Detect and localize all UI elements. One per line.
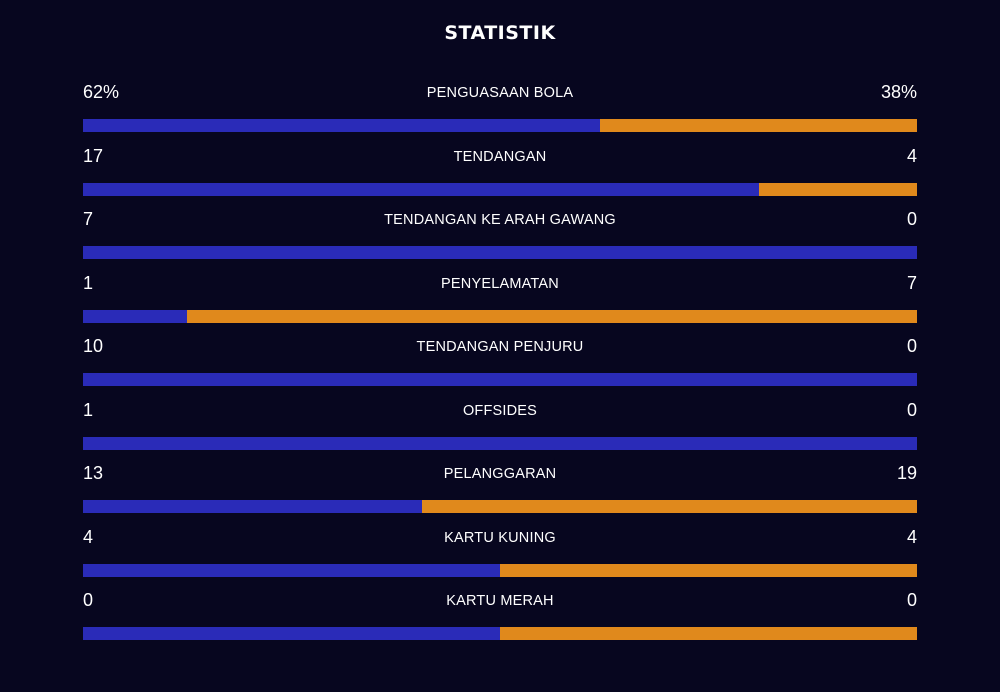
comparison-bar xyxy=(83,563,917,577)
stat-label: PENYELAMATAN xyxy=(441,275,559,292)
away-value: 4 xyxy=(906,526,917,547)
home-bar-fill xyxy=(83,246,917,259)
statistics-list: 62% PENGUASAAN BOLA 38% 17 TENDANGAN 4 7… xyxy=(83,80,917,652)
stat-label: KARTU MERAH xyxy=(446,593,554,609)
stat-row-yellow-cards: 4 KARTU KUNING 4 xyxy=(83,525,917,589)
stat-label: OFFSIDES xyxy=(462,402,538,419)
comparison-bar xyxy=(83,309,917,323)
away-value: 38% xyxy=(880,82,917,102)
comparison-bar xyxy=(83,627,917,640)
stat-row-fouls: 13 PELANGGARAN 19 xyxy=(83,461,917,525)
away-value: 0 xyxy=(906,590,917,610)
home-value: 17 xyxy=(83,145,104,166)
comparison-bar xyxy=(83,119,917,132)
home-bar-fill xyxy=(83,436,917,450)
stat-label: KARTU KUNING xyxy=(444,529,556,546)
stat-row-possession: 62% PENGUASAAN BOLA 38% xyxy=(83,80,917,144)
comparison-bar xyxy=(83,373,917,386)
statistics-title: STATISTIK xyxy=(444,22,556,44)
away-bar-fill xyxy=(187,309,917,323)
away-value: 0 xyxy=(906,209,917,229)
home-bar-fill xyxy=(83,182,759,196)
comparison-bar xyxy=(83,182,917,196)
stat-row-red-cards: 0 KARTU MERAH 0 xyxy=(83,588,917,652)
stat-row-offsides: 1 OFFSIDES 0 xyxy=(83,398,917,462)
stat-label: PENGUASAAN BOLA xyxy=(426,85,574,101)
away-value: 19 xyxy=(896,463,917,483)
away-value: 0 xyxy=(906,399,917,420)
away-bar-fill xyxy=(500,627,917,640)
home-value: 0 xyxy=(83,590,94,610)
home-value: 1 xyxy=(83,272,94,293)
stat-row-shots-on-target: 7 TENDANGAN KE ARAH GAWANG 0 xyxy=(83,207,917,271)
away-bar-fill xyxy=(758,182,917,196)
home-value: 10 xyxy=(83,336,104,356)
home-bar-fill xyxy=(83,563,500,577)
stat-row-shots: 17 TENDANGAN 4 xyxy=(83,144,917,208)
home-bar-fill xyxy=(83,309,188,323)
home-value: 1 xyxy=(83,399,94,420)
away-bar-fill xyxy=(421,500,917,513)
home-value: 62% xyxy=(83,82,120,102)
home-bar-fill xyxy=(83,627,500,640)
away-value: 4 xyxy=(906,145,917,166)
comparison-bar xyxy=(83,246,917,259)
away-bar-fill xyxy=(500,563,917,577)
away-value: 0 xyxy=(906,336,917,356)
away-value: 7 xyxy=(906,272,917,293)
home-value: 7 xyxy=(83,209,94,229)
stat-label: PELANGGARAN xyxy=(443,466,557,482)
home-bar-fill xyxy=(83,500,422,513)
stat-row-corners: 10 TENDANGAN PENJURU 0 xyxy=(83,334,917,398)
comparison-bar xyxy=(83,436,917,450)
stat-label: TENDANGAN PENJURU xyxy=(416,339,584,355)
home-value: 13 xyxy=(83,463,104,483)
stat-label: TENDANGAN xyxy=(453,148,547,165)
away-bar-fill xyxy=(600,119,917,132)
home-bar-fill xyxy=(83,119,601,132)
stat-row-saves: 1 PENYELAMATAN 7 xyxy=(83,271,917,335)
comparison-bar xyxy=(83,500,917,513)
home-value: 4 xyxy=(83,526,94,547)
stat-label: TENDANGAN KE ARAH GAWANG xyxy=(384,212,616,228)
home-bar-fill xyxy=(83,373,917,386)
